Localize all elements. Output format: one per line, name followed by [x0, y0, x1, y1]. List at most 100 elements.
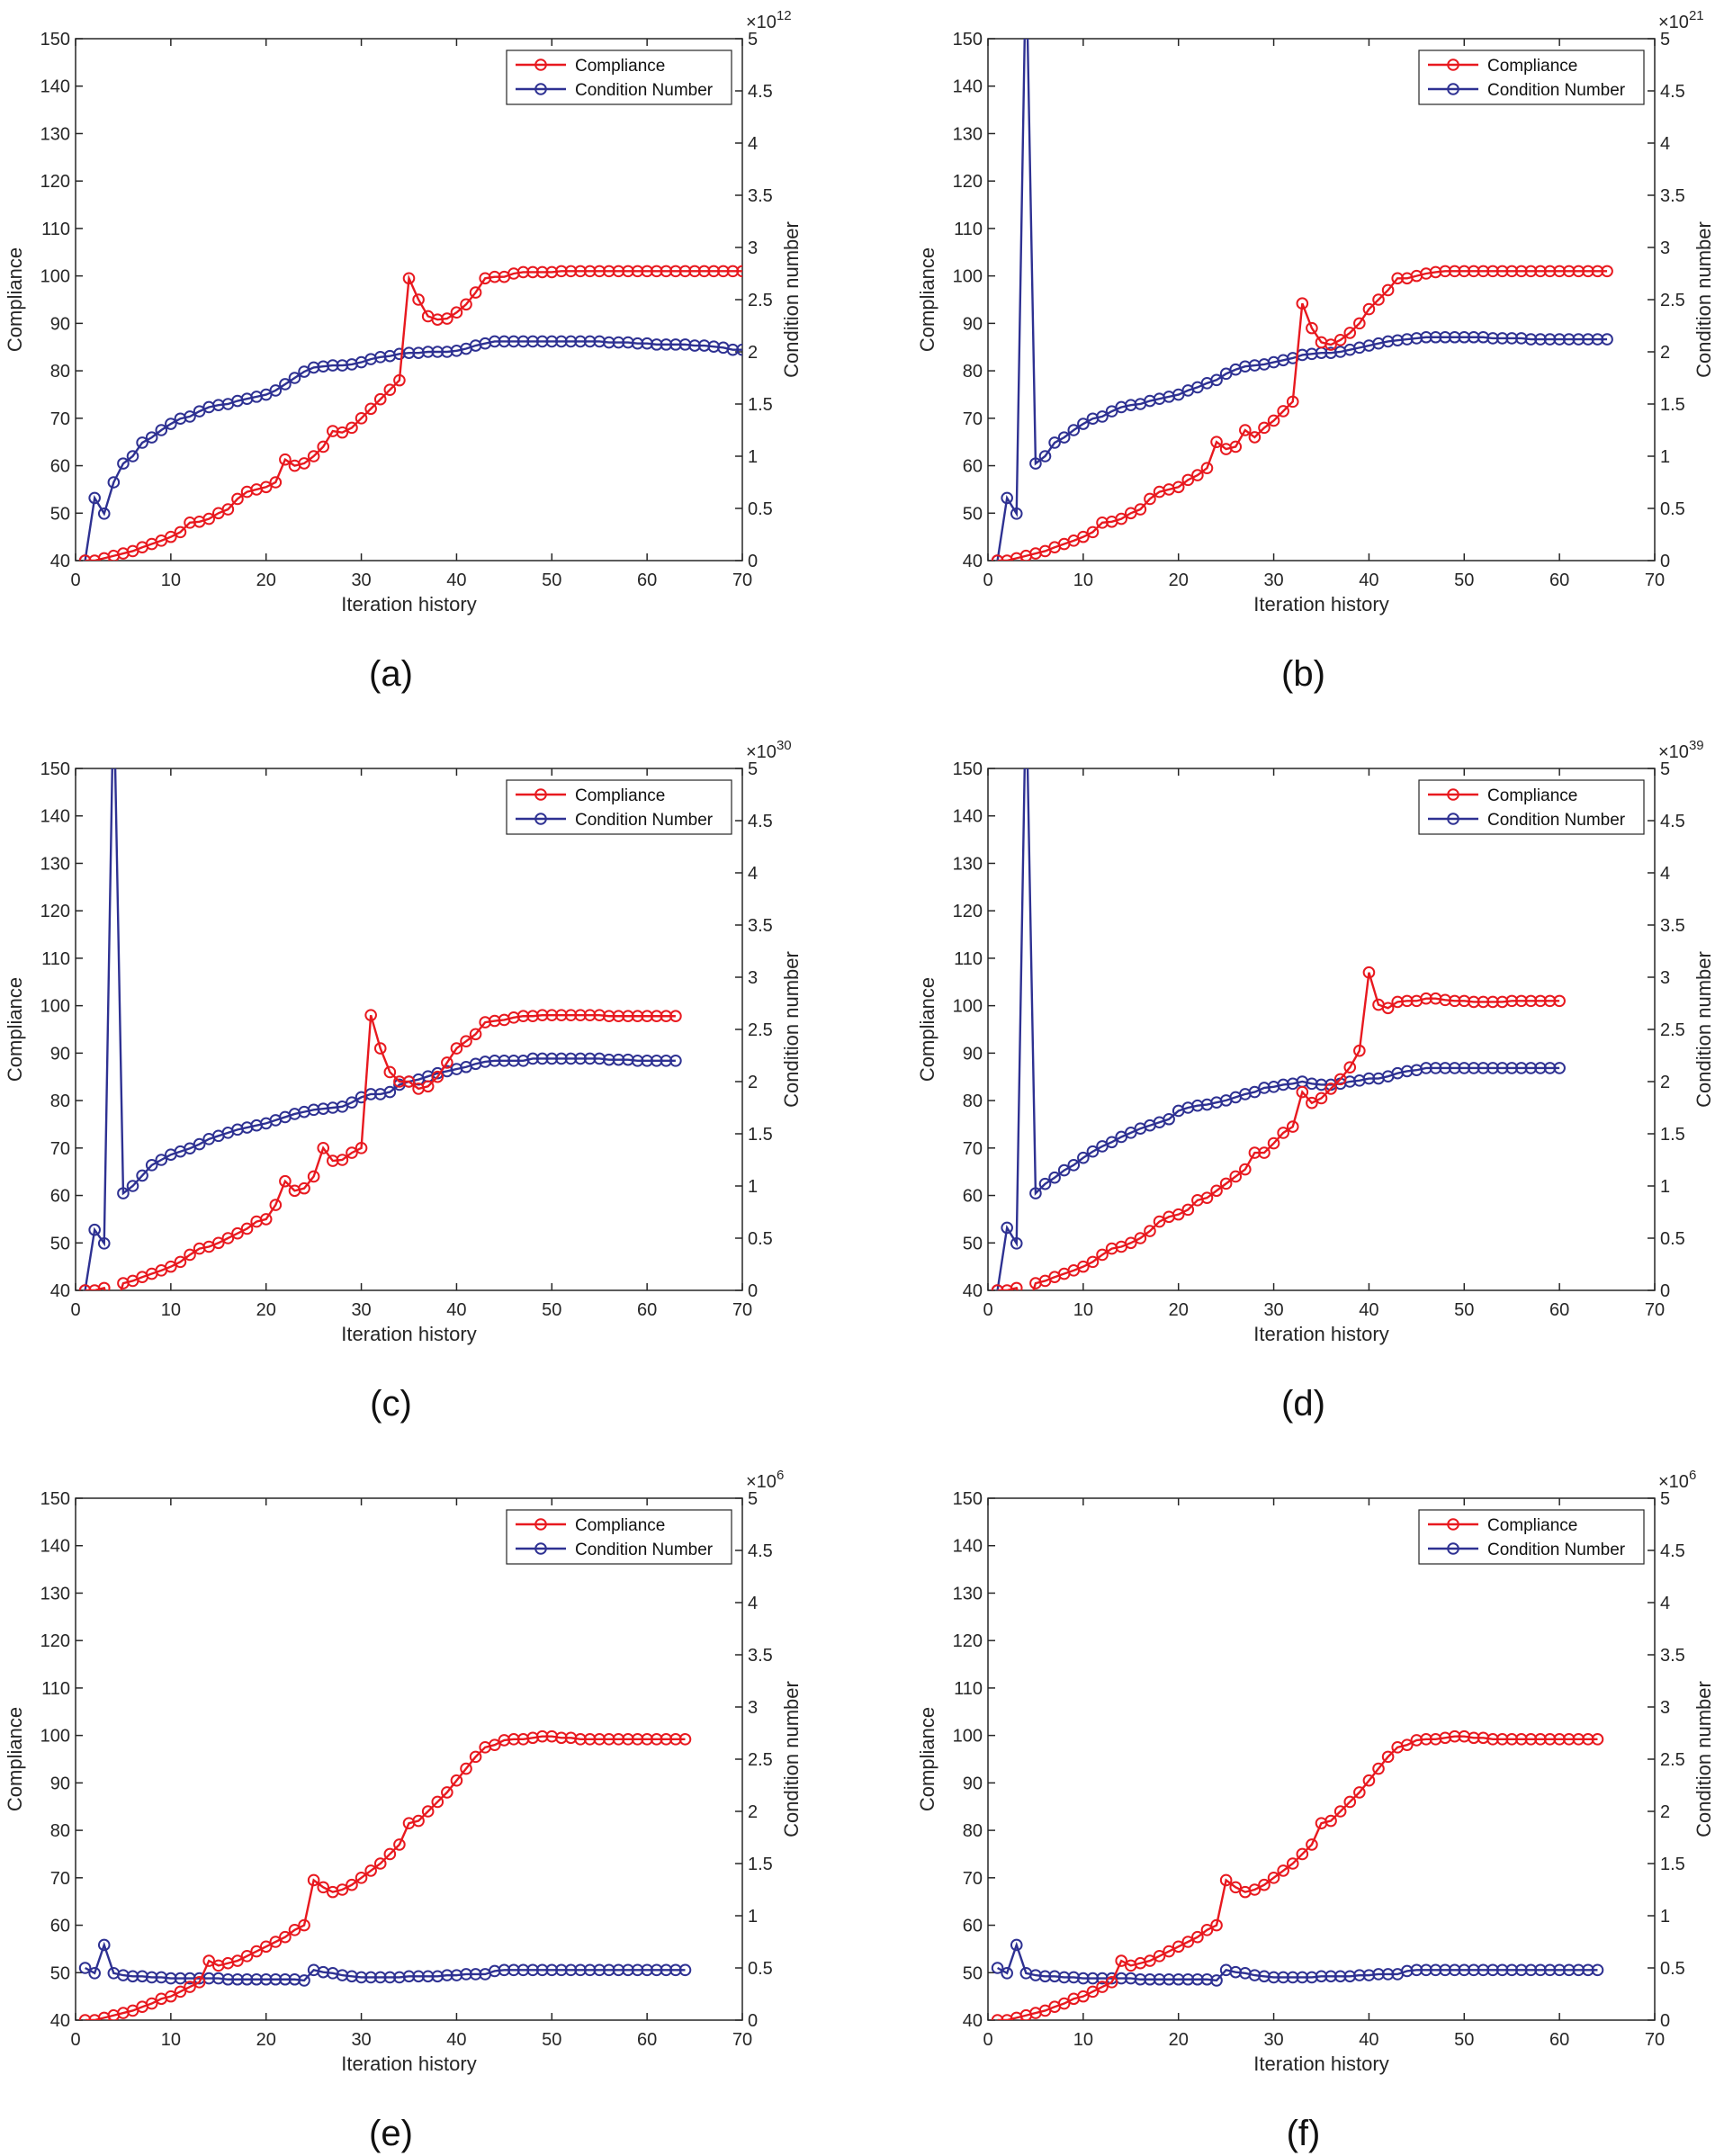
compliance-point — [583, 265, 597, 278]
y-right-tick-label: 0 — [1660, 2011, 1670, 2031]
legend-swatch-marker — [534, 813, 547, 825]
compliance-point — [1134, 1232, 1147, 1244]
compliance-point — [1181, 1936, 1195, 1948]
y-right-tick-label: 5 — [1660, 30, 1670, 49]
condition-number-point — [1486, 1963, 1499, 1977]
condition-number-point — [574, 1963, 587, 1977]
compliance-point — [1362, 302, 1376, 316]
legend-entry: Compliance — [575, 1516, 665, 1535]
panel-label: (b) — [1281, 654, 1325, 694]
compliance-point — [631, 1010, 644, 1023]
condition-number-point — [1468, 1963, 1480, 1977]
condition-number-point — [373, 1971, 387, 1984]
compliance-point — [1267, 414, 1280, 427]
y-left-tick-label: 60 — [50, 1187, 70, 1207]
compliance-point — [421, 1805, 435, 1818]
panel-label: (e) — [369, 2114, 413, 2153]
compliance-point — [1219, 1873, 1233, 1887]
x-tick-label: 10 — [161, 1300, 181, 1320]
compliance-point — [259, 1213, 273, 1226]
compliance-point — [1181, 1203, 1195, 1217]
compliance-point — [460, 1762, 472, 1775]
x-tick-label: 40 — [446, 2030, 466, 2050]
y-left-axis-label: Compliance — [916, 977, 938, 1082]
y-left-tick-label: 150 — [953, 1489, 983, 1509]
condition-number-point — [1086, 1145, 1100, 1158]
compliance-point — [184, 1248, 196, 1262]
compliance-point — [402, 1075, 416, 1088]
condition-number-point — [250, 1972, 263, 1986]
x-tick-label: 10 — [1073, 570, 1093, 590]
compliance-point — [1077, 1990, 1090, 2003]
compliance-point — [1172, 481, 1185, 494]
compliance-point — [240, 1950, 254, 1963]
condition-number-point — [1477, 1963, 1490, 1977]
y-right-tick-label: 2.5 — [748, 291, 773, 310]
x-tick-label: 50 — [542, 2030, 561, 2050]
y-left-tick-label: 150 — [953, 30, 983, 49]
condition-number-point — [107, 476, 121, 489]
condition-number-point — [327, 359, 339, 372]
condition-number-point — [612, 336, 625, 349]
compliance-point — [612, 1733, 625, 1746]
condition-number-point — [1362, 1072, 1376, 1085]
condition-number-point — [145, 1971, 158, 1984]
condition-number-point — [1077, 1151, 1090, 1164]
compliance-point — [1515, 1733, 1528, 1746]
compliance-point — [469, 1750, 482, 1764]
compliance-point — [583, 1733, 597, 1746]
compliance-point — [1277, 1127, 1289, 1139]
condition-number-point — [669, 1963, 682, 1977]
condition-number-point — [488, 1055, 501, 1067]
panel-label: (f) — [1287, 2114, 1321, 2153]
condition-number-point — [221, 1972, 235, 1986]
compliance-point — [564, 1009, 578, 1021]
compliance-point — [660, 1010, 673, 1023]
exponent-label: ×1021 — [1658, 8, 1704, 32]
condition-number-point — [583, 1963, 597, 1977]
compliance-point — [1515, 994, 1528, 1008]
compliance-point — [1534, 1733, 1547, 1746]
y-left-tick-label: 100 — [953, 997, 983, 1017]
compliance-point — [78, 2014, 92, 2020]
compliance-point — [669, 265, 682, 278]
y-right-tick-label: 2 — [1660, 1802, 1670, 1822]
condition-number-point — [1057, 1163, 1071, 1177]
plot-area — [987, 768, 1656, 1291]
compliance-point — [441, 1056, 453, 1069]
compliance-point — [1210, 436, 1223, 448]
compliance-point — [1362, 1774, 1376, 1787]
legend-box — [1418, 49, 1645, 105]
compliance-point — [1105, 1976, 1118, 1989]
condition-number-point — [498, 1963, 511, 1977]
y-left-tick-label: 110 — [954, 949, 983, 969]
compliance-point — [1229, 1881, 1243, 1894]
compliance-point — [488, 270, 501, 283]
condition-number-point — [441, 1969, 453, 1981]
compliance-point — [1181, 473, 1195, 487]
condition-number-point — [288, 372, 301, 384]
y-right-tick-label: 2.5 — [748, 1750, 773, 1770]
condition-number-point — [498, 1055, 511, 1067]
condition-number-point — [1439, 1062, 1451, 1074]
condition-number-point — [1553, 1963, 1566, 1977]
y-right-tick-label: 3.5 — [1660, 916, 1685, 936]
condition-number-point — [526, 1963, 539, 1977]
compliance-point — [450, 306, 463, 319]
compliance-point — [1534, 994, 1547, 1008]
x-tick-label: 40 — [1359, 570, 1378, 590]
condition-number-point — [488, 335, 501, 348]
condition-number-point — [1286, 1971, 1299, 1984]
y-left-tick-label: 80 — [963, 1091, 983, 1111]
compliance-point — [460, 298, 472, 311]
y-right-tick-label: 4 — [1660, 864, 1670, 884]
y-left-tick-label: 40 — [50, 552, 70, 571]
x-tick-label: 70 — [732, 570, 752, 590]
compliance-point — [1153, 1950, 1166, 1963]
condition-number-point — [631, 1963, 644, 1977]
compliance-point — [1315, 1091, 1328, 1105]
compliance-point — [145, 1997, 158, 2010]
x-tick-label: 70 — [1645, 570, 1665, 590]
condition-number-point — [460, 1968, 472, 1981]
compliance-point — [1381, 1750, 1395, 1764]
